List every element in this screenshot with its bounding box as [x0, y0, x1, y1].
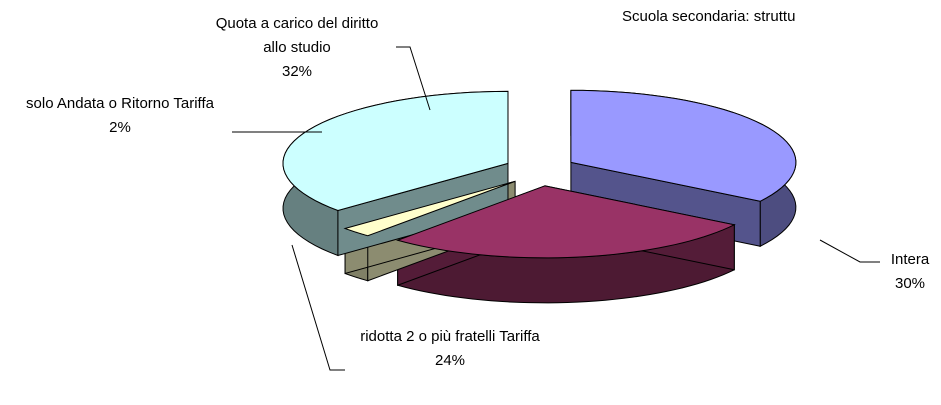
category-name: Intera: [890, 251, 930, 268]
category-name: ridotta 2 o più fratelli Tariffa: [360, 328, 540, 345]
slice: [343, 180, 516, 237]
slice-label: ridotta 2 o più fratelli Tariffa 24%: [340, 325, 560, 373]
value-label: 2%: [109, 119, 131, 136]
slice-label: Intera 30%: [870, 248, 941, 296]
leader-line: [819, 239, 880, 263]
category-name: solo Andata o Ritorno Tariffa: [26, 95, 214, 112]
leader-line: [291, 244, 345, 371]
chart-title: Scuola secondaria: struttu: [622, 8, 796, 25]
tops: [282, 89, 797, 259]
value-label: 30%: [894, 275, 926, 292]
slice-label: Quota a carico del diritto allo studio 32…: [207, 12, 387, 84]
category-name: Quota a carico del diritto allo studio: [215, 15, 379, 56]
leader-line: [396, 46, 431, 111]
value-label: 32%: [281, 63, 313, 80]
slice-label: solo Andata o Ritorno Tariffa 2%: [10, 92, 230, 140]
slice: [570, 89, 797, 202]
value-label: 24%: [434, 352, 466, 369]
slice: [282, 90, 509, 212]
slice: [396, 185, 736, 259]
leaders: [232, 46, 880, 371]
